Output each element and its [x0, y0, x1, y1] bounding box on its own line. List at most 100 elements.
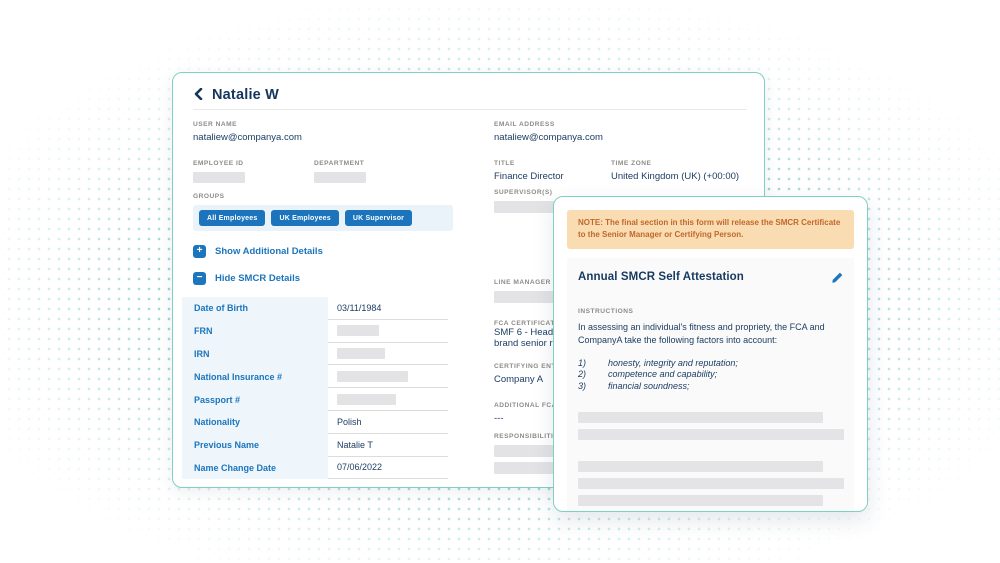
row-label: Date of Birth — [182, 297, 328, 320]
attestation-panel: Annual SMCR Self Attestation INSTRUCTION… — [567, 257, 854, 511]
list-text: honesty, integrity and reputation; — [608, 357, 738, 368]
toggle-label: Hide SMCR Details — [215, 273, 300, 284]
show-additional-details-toggle[interactable]: + Show Additional Details — [193, 245, 478, 258]
edit-button[interactable] — [831, 272, 843, 287]
field-label: SUPERVISOR(S) — [494, 189, 553, 196]
field-employee-id: EMPLOYEE ID — [193, 160, 314, 183]
list-item: 2) competence and capability; — [578, 369, 843, 381]
field-label: TITLE — [494, 160, 515, 167]
placeholder-bar — [337, 393, 396, 405]
field-value: Finance Director — [494, 171, 564, 182]
smcr-details-table: Date of Birth 03/11/1984 FRN IRN Nationa… — [182, 297, 448, 480]
placeholder-bar — [578, 412, 823, 424]
group-chip[interactable]: All Employees — [199, 210, 266, 226]
field-label: TIME ZONE — [611, 160, 652, 167]
chevron-left-icon — [193, 87, 203, 103]
field-title: TITLE Finance Director — [494, 160, 611, 183]
placeholder-bar — [337, 325, 379, 337]
row-label: National Insurance # — [182, 365, 328, 389]
table-row-date-of-birth: Date of Birth 03/11/1984 — [182, 297, 448, 320]
placeholder-bar — [193, 172, 245, 183]
group-chip[interactable]: UK Employees — [271, 210, 339, 226]
list-text: competence and capability; — [608, 369, 718, 380]
row-value-field[interactable] — [328, 388, 448, 411]
list-item: 1) honesty, integrity and reputation; — [578, 358, 843, 370]
field-value: SMF 6 - Head of — [494, 327, 564, 338]
table-row-nationality: Nationality Polish — [182, 410, 448, 434]
field-value: brand senior role — [494, 338, 566, 349]
row-label: Passport # — [182, 388, 328, 411]
field-label: FCA CERTIFICATION(S) — [494, 320, 579, 327]
row-label: IRN — [182, 342, 328, 366]
row-value-field[interactable] — [328, 343, 448, 366]
factor-list: 1) honesty, integrity and reputation; 2)… — [578, 358, 843, 393]
instructions-intro: In assessing an individual's fitness and… — [578, 321, 825, 346]
field-time-zone: TIME ZONE United Kingdom (UK) (+00:00) — [611, 160, 739, 183]
table-row-irn: IRN — [182, 342, 448, 366]
table-row-passport: Passport # — [182, 388, 448, 411]
page-title: Natalie W — [212, 87, 280, 103]
field-value: nataliew@companya.com — [494, 132, 603, 143]
group-chip[interactable]: UK Supervisor — [344, 210, 413, 226]
placeholder-text-block — [578, 412, 844, 441]
table-row-national-insurance: National Insurance # — [182, 365, 448, 389]
field-label: DEPARTMENT — [314, 160, 365, 167]
row-label: FRN — [182, 319, 328, 343]
placeholder-bar — [337, 370, 408, 382]
list-item: 3) financial soundness; — [578, 381, 843, 393]
row-value-field[interactable] — [328, 320, 448, 343]
field-value: United Kingdom (UK) (+00:00) — [611, 171, 740, 182]
placeholder-bar — [578, 429, 844, 441]
hide-smcr-details-toggle[interactable]: − Hide SMCR Details — [193, 272, 478, 285]
list-number: 1) — [578, 357, 587, 368]
field-value: nataliew@companya.com — [193, 132, 302, 143]
field-label: RESPONSIBILITIES — [494, 433, 564, 440]
field-label: EMAIL ADDRESS — [494, 121, 555, 128]
row-value-field[interactable]: Natalie T — [328, 434, 448, 457]
row-value-field[interactable]: Polish — [328, 411, 448, 434]
field-certifying-entity: CERTIFYING ENTITY Company A — [494, 363, 756, 386]
list-number: 3) — [578, 380, 587, 391]
placeholder-bar — [314, 172, 366, 183]
placeholder-text-block — [578, 461, 844, 507]
group-chip-strip: All Employees UK Employees UK Supervisor — [193, 205, 453, 231]
field-label: CERTIFYING ENTITY — [494, 363, 568, 370]
row-value-field[interactable] — [328, 365, 448, 389]
table-row-previous-name: Previous Name Natalie T — [182, 433, 448, 457]
placeholder-bar — [578, 478, 844, 490]
back-button[interactable] — [193, 87, 203, 103]
field-department: DEPARTMENT — [314, 160, 366, 183]
header-divider — [193, 109, 747, 110]
list-number: 2) — [578, 369, 587, 380]
profile-header: Natalie W — [173, 73, 764, 103]
field-label: USER NAME — [193, 121, 238, 128]
toggle-label: Show Additional Details — [215, 246, 323, 257]
row-value-field[interactable]: 07/06/2022 — [328, 457, 448, 480]
field-user-name: USER NAME nataliew@companya.com — [193, 121, 478, 144]
row-label: Name Change Date — [182, 456, 328, 480]
field-value: Company A — [494, 374, 544, 385]
row-label: Nationality — [182, 410, 328, 434]
field-label: GROUPS — [193, 193, 225, 200]
field-fca-certification: FCA CERTIFICATION(S) SMF 6 - Head of bra… — [494, 320, 756, 349]
row-label: Previous Name — [182, 433, 328, 457]
field-email-address: EMAIL ADDRESS nataliew@companya.com — [494, 121, 756, 144]
field-value: --- — [494, 413, 504, 424]
placeholder-bar — [578, 495, 823, 507]
field-label: LINE MANAGER — [494, 279, 551, 286]
plus-icon: + — [193, 245, 206, 258]
release-note-banner: NOTE: The final section in this form wil… — [567, 210, 854, 249]
attestation-card: NOTE: The final section in this form wil… — [553, 196, 868, 512]
placeholder-bar — [578, 461, 823, 473]
pencil-icon — [831, 272, 843, 287]
attestation-title: Annual SMCR Self Attestation — [578, 270, 744, 283]
row-value-field[interactable]: 03/11/1984 — [328, 297, 448, 320]
table-row-name-change-date: Name Change Date 07/06/2022 — [182, 456, 448, 480]
field-label: EMPLOYEE ID — [193, 160, 244, 167]
instructions-label: INSTRUCTIONS — [578, 307, 634, 315]
field-groups: GROUPS All Employees UK Employees UK Sup… — [193, 193, 478, 231]
placeholder-bar — [337, 347, 385, 359]
table-row-frn: FRN — [182, 319, 448, 343]
profile-left-column: USER NAME nataliew@companya.com EMPLOYEE… — [182, 121, 478, 480]
list-text: financial soundness; — [608, 380, 690, 391]
